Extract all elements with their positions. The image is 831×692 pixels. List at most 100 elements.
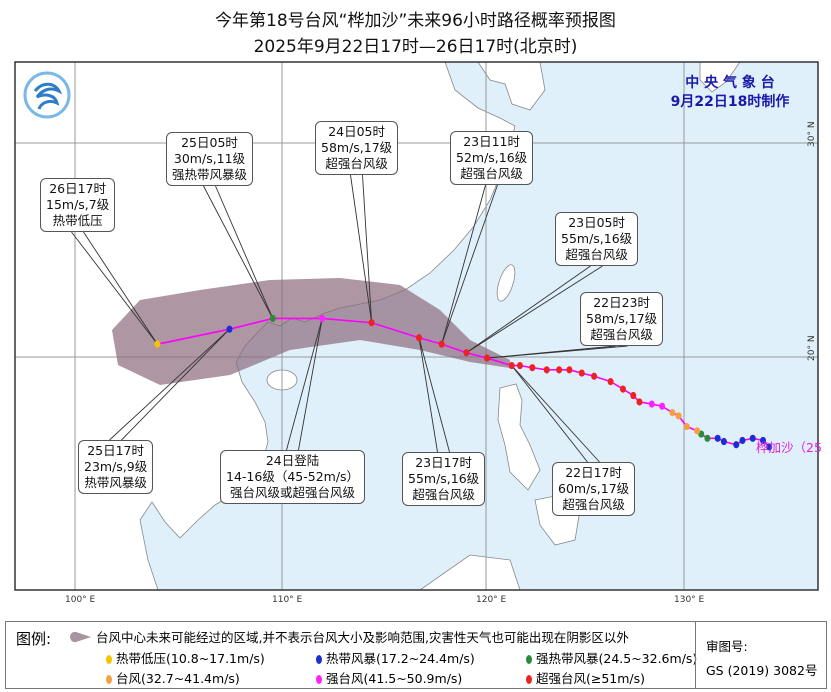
- forecast-label-line: 23日05时: [568, 215, 625, 230]
- forecast-label-line: 超强台风级: [590, 327, 653, 342]
- forecast-track-point: [226, 325, 233, 333]
- tick-lon-120: 120° E: [476, 595, 507, 605]
- japan: [699, 62, 741, 93]
- review-number-box: 审图号: GS (2019) 3082号: [695, 621, 827, 689]
- probability-cone: [112, 278, 510, 385]
- leader-line: [362, 174, 373, 323]
- forecast-track-point: [368, 319, 375, 327]
- forecast-label: 22日23时 58m/s,17级 超强台风级: [580, 292, 664, 346]
- typhoon-symbol-icon: [526, 675, 532, 684]
- forecast-label-line: 热带风暴级: [84, 475, 147, 490]
- review-label: 审图号:: [706, 639, 748, 654]
- tick-lat-20: 20° N: [807, 335, 817, 361]
- past-track-point: [516, 361, 523, 370]
- storm-name-label: 桦加沙（25: [756, 440, 822, 455]
- map-frame: [14, 61, 819, 591]
- legend-item: 热带风暴(17.2~24.4m/s): [316, 648, 475, 667]
- past-track-point: [659, 402, 666, 410]
- forecast-track-point: [319, 314, 326, 323]
- leader-line: [203, 185, 274, 319]
- legend-cone-text: 台风中心未来可能经过的区域,并不表示台风大小及影响范围,灾害性天气也可能出现在阴…: [95, 630, 629, 645]
- typhoon-track: [154, 314, 773, 451]
- past-track-point: [714, 434, 721, 442]
- typhoon-symbol-icon: [106, 675, 112, 684]
- borneo: [419, 554, 521, 590]
- forecast-track-point: [438, 340, 445, 348]
- legend-item: 强台风(41.5~50.9m/s): [316, 668, 462, 687]
- forecast-label-line: 强热带风暴级: [172, 167, 248, 182]
- leader-line: [418, 337, 450, 453]
- leader-line: [109, 328, 230, 441]
- leader-line: [71, 231, 158, 345]
- forecast-label-line: 超强台风级: [412, 487, 475, 502]
- past-track-point: [607, 378, 614, 386]
- typhoon-symbol-icon: [526, 655, 532, 664]
- tick-lat-30: 30° N: [807, 121, 817, 147]
- forecast-label-line: 26日17时: [49, 181, 107, 196]
- tick-lon-100: 100° E: [65, 595, 96, 605]
- forecast-label-line: 热带低压: [52, 213, 103, 228]
- forecast-label-line: 55m/s,16级: [561, 231, 633, 246]
- leader-line: [511, 365, 600, 463]
- forecast-label-line: 58m/s,17级: [321, 140, 393, 155]
- forecast-track-point: [463, 349, 470, 357]
- forecast-label: 23日11时 52m/s,16级 超强台风级: [450, 131, 534, 185]
- leader-lines: [71, 174, 628, 463]
- leader-line: [83, 231, 158, 345]
- past-track-point: [556, 366, 563, 374]
- forecast-label-line: 超强台风级: [460, 166, 523, 181]
- forecast-track-point: [269, 314, 276, 323]
- forecast-label-line: 23m/s,9级: [84, 459, 148, 474]
- forecast-label-line: 24日登陆: [265, 453, 320, 468]
- legend-title: 图例:: [16, 630, 52, 648]
- past-track-point: [636, 398, 643, 406]
- past-track-point: [669, 409, 676, 417]
- luzon: [497, 383, 541, 491]
- forecast-track-point: [416, 334, 423, 342]
- past-track-point: [619, 385, 626, 393]
- forecast-track-point: [154, 340, 161, 348]
- leader-line: [466, 265, 591, 354]
- legend: 图例: 台风中心未来可能经过的区域,并不表示台风大小及影响范围,灾害性天气也可能…: [5, 621, 697, 689]
- past-track-point: [760, 436, 767, 445]
- past-track-point: [694, 427, 701, 435]
- past-track-point: [591, 372, 598, 380]
- legend-item-label: 热带风暴(17.2~24.4m/s): [326, 651, 475, 666]
- korea: [477, 62, 546, 111]
- typhoon-symbol-icon: [316, 655, 322, 664]
- past-track-point: [648, 400, 655, 408]
- tick-lon-130: 130° E: [674, 595, 705, 605]
- forecast-label-line: 超强台风级: [325, 156, 388, 171]
- past-track-point: [529, 364, 536, 372]
- axis-ticks: 100° E 110° E 120° E 130° E 20° N 30° N: [65, 121, 817, 605]
- forecast-label: 24日登陆 14-16级（45-52m/s） 强台风级或超强台风级: [220, 450, 366, 504]
- leader-line: [511, 365, 588, 463]
- forecast-label-line: 超强台风级: [562, 497, 625, 512]
- legend-cone: 台风中心未来可能经过的区域,并不表示台风大小及影响范围,灾害性天气也可能出现在阴…: [68, 627, 629, 646]
- forecast-label-line: 60m/s,17级: [558, 481, 630, 496]
- tick-lon-110: 110° E: [272, 595, 303, 605]
- legend-item-label: 台风(32.7~41.4m/s): [116, 671, 240, 686]
- forecast-label-line: 52m/s,16级: [456, 150, 528, 165]
- past-track-point: [683, 422, 690, 431]
- past-track-point: [578, 369, 585, 377]
- agency-stamp: 中 央 气 象 台 9月22日18时制作: [660, 74, 800, 112]
- forecast-track-point: [508, 361, 515, 370]
- leader-line: [441, 184, 498, 345]
- forecast-label: 23日17时 55m/s,16级 超强台风级: [402, 452, 486, 506]
- forecast-label-line: 强台风级或超强台风级: [230, 485, 356, 500]
- issue-time: 9月22日18时制作: [670, 94, 790, 110]
- cone-swatch-icon: [69, 631, 91, 643]
- forecast-label-line: 超强台风级: [565, 247, 628, 262]
- forecast-label-line: 24日05时: [328, 124, 385, 139]
- past-track-point: [566, 366, 573, 374]
- past-track-point: [675, 412, 682, 420]
- review-number: GS (2019) 3082号: [706, 663, 818, 678]
- past-track-point: [630, 391, 637, 400]
- leader-line: [466, 265, 603, 354]
- map-title: 今年第18号台风“桦加沙”未来96小时路径概率预报图: [215, 11, 616, 31]
- forecast-label: 22日17时 60m/s,17级 超强台风级: [552, 462, 636, 516]
- legend-item: 热带低压(10.8~17.1m/s): [106, 648, 265, 667]
- typhoon-symbol-icon: [106, 655, 112, 664]
